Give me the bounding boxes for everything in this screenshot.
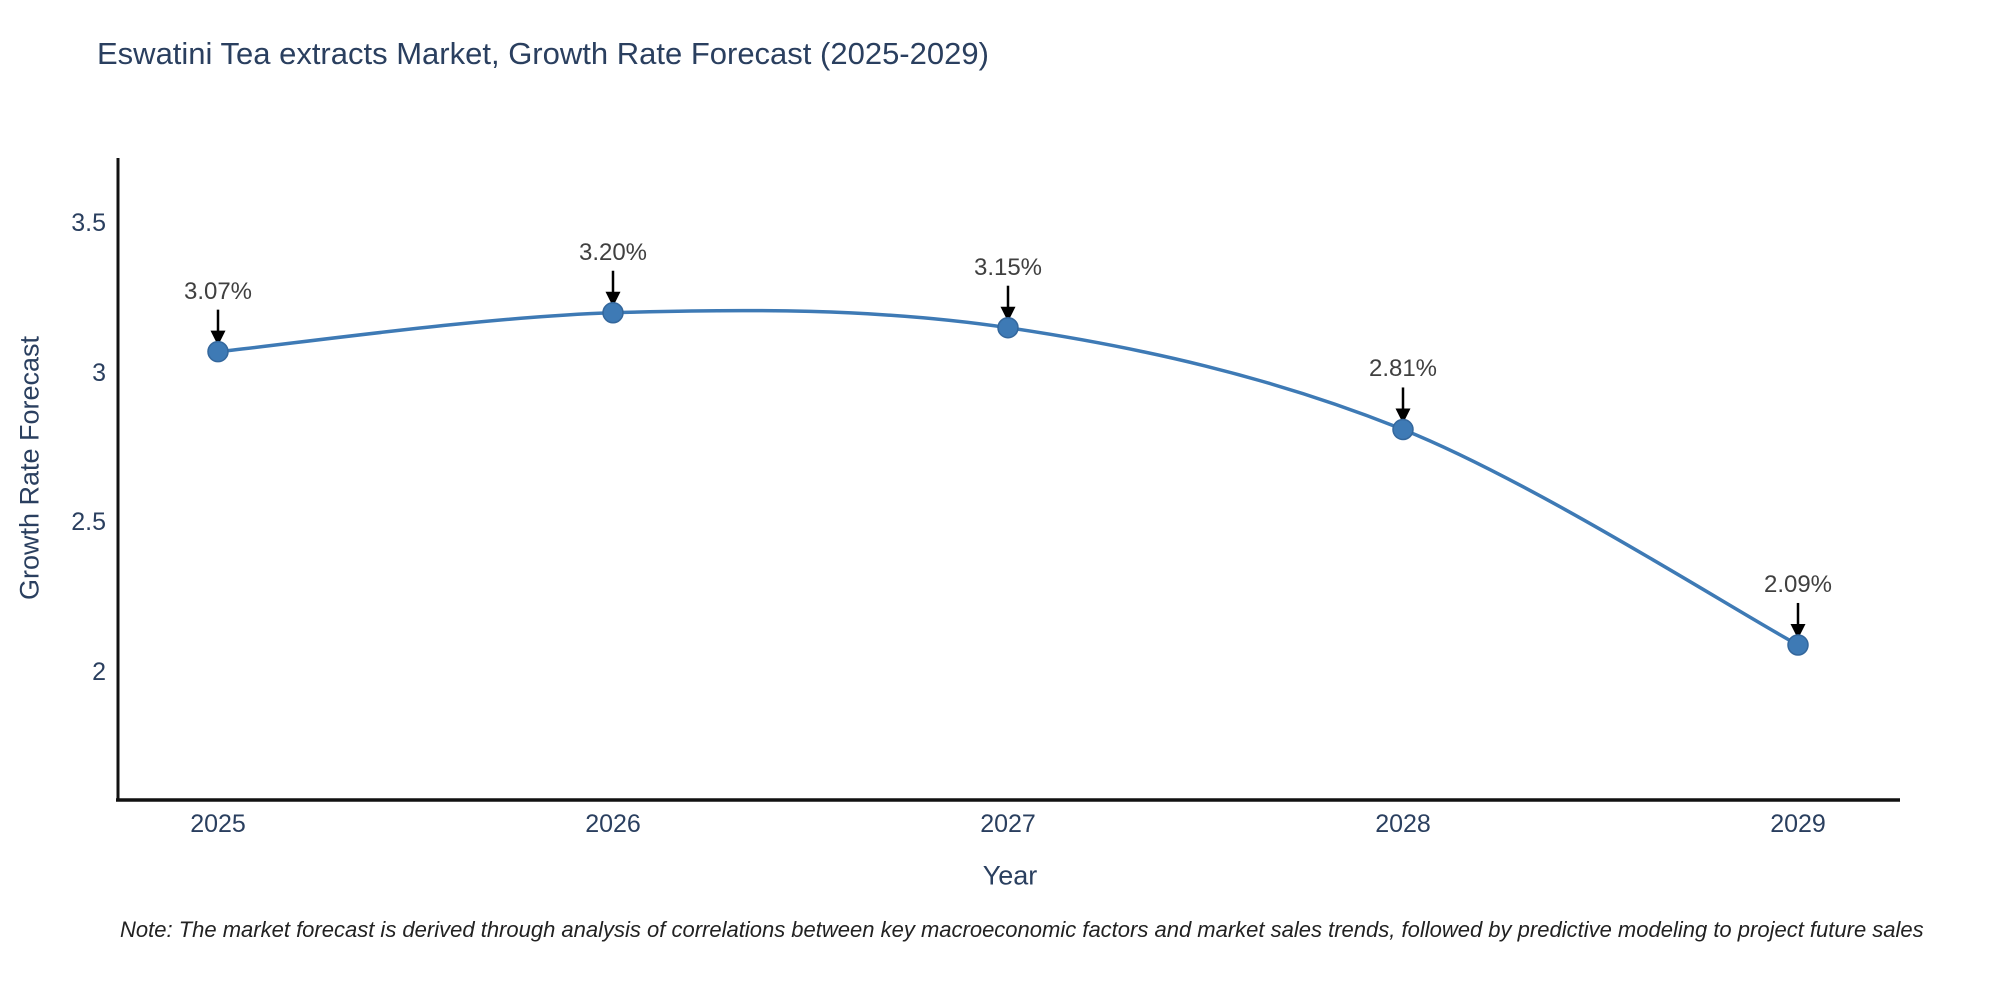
annotation-arrow-head: [210, 330, 226, 346]
annotation-arrow-head: [1000, 306, 1016, 322]
trend-line: [216, 308, 1800, 647]
x-tick-label: 2027: [980, 810, 1036, 838]
point-annotation-label: 3.20%: [578, 238, 648, 266]
x-tick-label: 2026: [585, 810, 641, 838]
x-tick-label: 2025: [190, 810, 246, 838]
y-tick-label: 3.5: [71, 208, 106, 237]
data-point-marker[interactable]: [602, 301, 624, 324]
y-tick-label: 2.5: [71, 508, 106, 537]
data-point-marker[interactable]: [1392, 418, 1414, 441]
point-annotation-label: 3.07%: [183, 277, 253, 305]
point-annotation-label: 2.81%: [1368, 355, 1438, 383]
x-tick-label: 2029: [1770, 810, 1826, 838]
annotation-arrow-head: [1790, 623, 1806, 639]
data-point-marker[interactable]: [997, 316, 1019, 339]
y-axis-title: Growth Rate Forecast: [14, 335, 45, 601]
data-point-marker[interactable]: [1787, 634, 1809, 656]
y-tick-label: 2: [92, 657, 106, 686]
annotation-arrow-head: [605, 291, 621, 307]
data-point-marker[interactable]: [207, 340, 229, 363]
annotation-arrow-head: [1395, 408, 1411, 424]
point-annotation-label: 2.09%: [1763, 570, 1833, 598]
x-axis-title: Year: [982, 860, 1038, 891]
note-text: Note: The market forecast is derived thr…: [120, 917, 1924, 942]
chart-title: Eswatini Tea extracts Market, Growth Rat…: [97, 36, 989, 71]
y-tick-label: 3: [92, 358, 106, 387]
x-tick-label: 2028: [1375, 810, 1431, 838]
point-annotation-label: 3.15%: [973, 253, 1043, 281]
